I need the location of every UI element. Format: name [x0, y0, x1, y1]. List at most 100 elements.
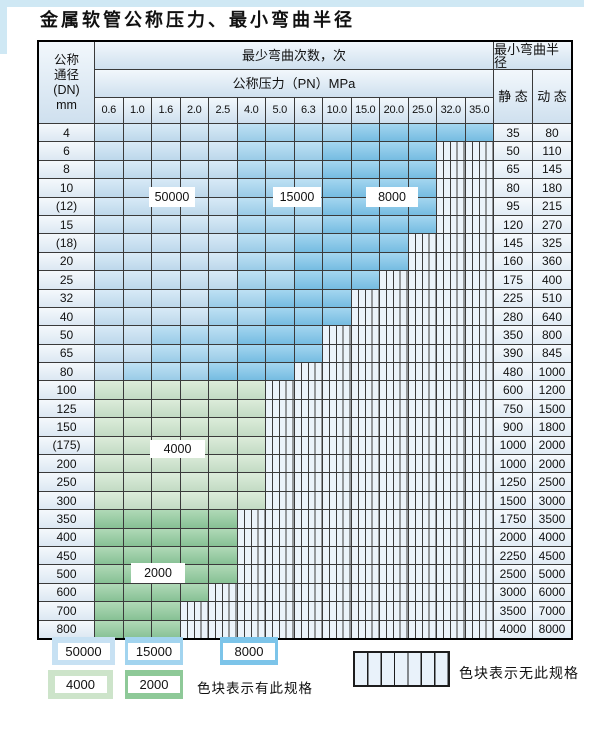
table-label-2000: 2000 [131, 563, 185, 583]
cell-no-spec [323, 583, 351, 602]
cell-no-spec [408, 510, 436, 528]
cell-no-spec [294, 399, 322, 418]
cell-4000 [95, 381, 123, 399]
cell-no-spec [237, 546, 265, 565]
cell-15000 [123, 363, 151, 381]
cell-no-spec [380, 307, 408, 326]
cell-15000 [237, 142, 265, 160]
cell-8000 [237, 344, 265, 363]
cell-no-spec [351, 620, 379, 638]
cell-50000 [123, 234, 151, 252]
cell-50000 [180, 307, 208, 326]
dynamic-radius-cell: 2500 [533, 473, 571, 491]
cell-50000 [209, 234, 237, 252]
cell-no-spec [266, 602, 294, 620]
cell-15000 [237, 234, 265, 252]
dn-cell: 125 [39, 399, 94, 418]
cell-no-spec [465, 160, 493, 179]
cell-8000 [266, 344, 294, 363]
cell-8000 [294, 344, 322, 363]
cell-15000 [180, 363, 208, 381]
legend-swatch-50000: 50000 [52, 637, 115, 665]
cell-no-spec [465, 197, 493, 215]
cell-no-spec [294, 602, 322, 620]
cell-2000 [209, 510, 237, 528]
cell-no-spec [437, 436, 465, 455]
cell-no-spec [437, 399, 465, 418]
cell-2000 [123, 620, 151, 638]
cell-no-spec [380, 620, 408, 638]
cell-no-spec [351, 399, 379, 418]
cell-2000 [152, 528, 180, 546]
cell-no-spec [465, 436, 493, 455]
cell-50000 [180, 124, 208, 142]
cell-no-spec [465, 142, 493, 160]
cell-15000 [152, 344, 180, 363]
cell-no-spec [437, 602, 465, 620]
cell-no-spec [465, 326, 493, 344]
cell-8000 [408, 142, 436, 160]
cell-50000 [152, 234, 180, 252]
cell-no-spec [465, 399, 493, 418]
cell-50000 [123, 179, 151, 197]
cell-no-spec [437, 455, 465, 473]
cell-no-spec [408, 381, 436, 399]
static-radius-cell: 225 [494, 289, 532, 307]
cell-8000 [237, 363, 265, 381]
dynamic-radius-cell: 7000 [533, 602, 571, 620]
cell-4000 [123, 436, 151, 455]
cell-50000 [123, 344, 151, 363]
cell-50000 [123, 271, 151, 289]
cell-8000 [380, 124, 408, 142]
cell-no-spec [465, 528, 493, 546]
cell-8000 [294, 326, 322, 344]
cell-no-spec [408, 455, 436, 473]
cell-8000 [408, 124, 436, 142]
pressure-value-header: 5.0 [266, 98, 294, 123]
cell-8000 [380, 142, 408, 160]
cell-no-spec [380, 344, 408, 363]
static-header: 静 态 [494, 70, 532, 123]
cell-4000 [95, 418, 123, 436]
legend-value-8000: 8000 [223, 642, 275, 660]
cell-no-spec [380, 473, 408, 491]
cell-15000 [294, 124, 322, 142]
cell-no-spec [437, 160, 465, 179]
dn-cell: 80 [39, 363, 94, 381]
cell-no-spec [351, 326, 379, 344]
cell-4000 [237, 381, 265, 399]
cell-no-spec [351, 436, 379, 455]
cell-50000 [95, 307, 123, 326]
cell-50000 [95, 197, 123, 215]
cell-2000 [152, 602, 180, 620]
cell-no-spec [408, 418, 436, 436]
cell-4000 [237, 473, 265, 491]
cell-2000 [209, 528, 237, 546]
cell-4000 [95, 455, 123, 473]
cell-2000 [180, 510, 208, 528]
cell-no-spec [266, 473, 294, 491]
cell-no-spec [408, 363, 436, 381]
cell-4000 [180, 473, 208, 491]
cell-no-spec [408, 565, 436, 583]
pressure-value-header: 6.3 [294, 98, 322, 123]
dn-cell: 700 [39, 602, 94, 620]
cell-8000 [408, 215, 436, 234]
cell-50000 [95, 326, 123, 344]
dn-cell: 500 [39, 565, 94, 583]
cell-50000 [180, 252, 208, 271]
cell-no-spec [437, 271, 465, 289]
dynamic-radius-cell: 3500 [533, 510, 571, 528]
pressure-value-header: 1.0 [123, 98, 151, 123]
dn-cell: 20 [39, 252, 94, 271]
cell-2000 [95, 565, 123, 583]
cell-8000 [351, 124, 379, 142]
cell-50000 [209, 271, 237, 289]
legend-swatch-2000: 2000 [125, 670, 183, 699]
cell-no-spec [380, 436, 408, 455]
pressure-value-header: 1.6 [152, 98, 180, 123]
cell-4000 [180, 491, 208, 510]
cell-no-spec [266, 399, 294, 418]
cell-no-spec [294, 546, 322, 565]
legend-value-15000: 15000 [128, 642, 180, 660]
